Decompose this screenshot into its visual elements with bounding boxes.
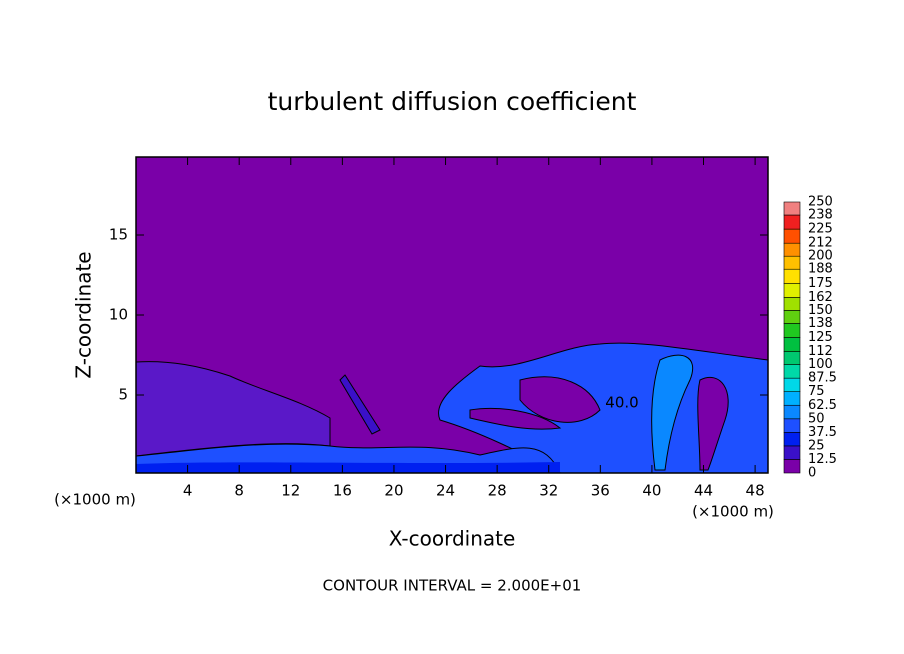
field-region [697,377,729,471]
colorbar-swatch [783,268,801,284]
colorbar-label: 225 [808,222,833,237]
x-tick-label: 16 [333,482,352,500]
colorbar-swatch [783,337,801,352]
colorbar-label: 162 [808,290,833,305]
x-tick-label: 24 [436,482,455,500]
colorbar-label: 138 [808,316,833,331]
colorbar-label: 112 [808,344,833,359]
field-region [519,376,601,423]
x-tick-label: 8 [234,482,244,500]
colorbar-label: 25 [808,438,825,453]
chart-title: turbulent diffusion coefficient [268,87,637,116]
x-tick-label: 28 [488,482,507,500]
colorbar-swatch [783,201,801,216]
y-tick-label: 5 [118,386,128,404]
colorbar-label: 188 [808,262,833,277]
colorbar-label: 62.5 [808,398,837,413]
x-tick-label: 4 [183,482,193,500]
colorbar-label: 37.5 [808,425,837,440]
colorbar-swatch [783,459,801,474]
colorbar-label: 0 [808,466,816,481]
field-region [135,361,331,457]
field-region [136,462,560,473]
colorbar-swatch [783,418,801,433]
x-tick-label: 36 [591,482,610,500]
colorbar-label: 250 [808,195,833,210]
colorbar-swatch [783,214,801,230]
colorbar-label: 75 [808,384,825,399]
x-unit-label: (×1000 m) [692,503,774,521]
y-axis-label: Z-coordinate [72,251,96,378]
x-tick-label: 40 [642,482,661,500]
contour-interval: CONTOUR INTERVAL = 2.000E+01 [323,577,582,595]
colorbar-swatch [783,282,801,298]
colorbar-swatch [783,391,801,406]
colorbar-swatch [783,297,801,311]
x-tick-label: 32 [539,482,558,500]
colorbar-label: 100 [808,357,833,372]
field-region [469,407,562,430]
colorbar-swatch [783,310,801,324]
colorbar-swatch [783,228,801,244]
field-region [339,374,381,435]
colorbar-label: 50 [808,411,825,426]
colorbar-label: 150 [808,303,833,318]
x-tick-label: 12 [281,482,300,500]
x-tick-label: 48 [746,482,765,500]
colorbar-label: 212 [808,236,833,251]
colorbar-swatch [783,255,801,270]
x-axis-label: X-coordinate [389,527,516,551]
colorbar-swatch [783,351,801,365]
colorbar-label: 238 [808,208,833,223]
colorbar-label: 12.5 [808,452,837,467]
contour-annotation: 40.0 [605,394,638,412]
x-tick-label: 44 [694,482,713,500]
colorbar-label: 125 [808,330,833,345]
colorbar-swatch [783,404,801,420]
y-unit-label: (×1000 m) [54,491,136,509]
y-tick-label: 10 [109,306,128,324]
colorbar-swatch [783,323,801,338]
colorbar-swatch [783,432,801,447]
y-tick-label: 15 [109,226,128,244]
colorbar-label: 87.5 [808,371,837,386]
colorbar-label: 175 [808,276,833,291]
colorbar-label: 200 [808,249,833,264]
colorbar-swatch [783,364,801,379]
field-region [651,354,694,471]
colorbar-swatch [783,242,801,257]
colorbar-swatch [783,445,801,460]
field [135,157,769,474]
colorbar-swatch [783,377,801,392]
x-tick-label: 20 [384,482,403,500]
